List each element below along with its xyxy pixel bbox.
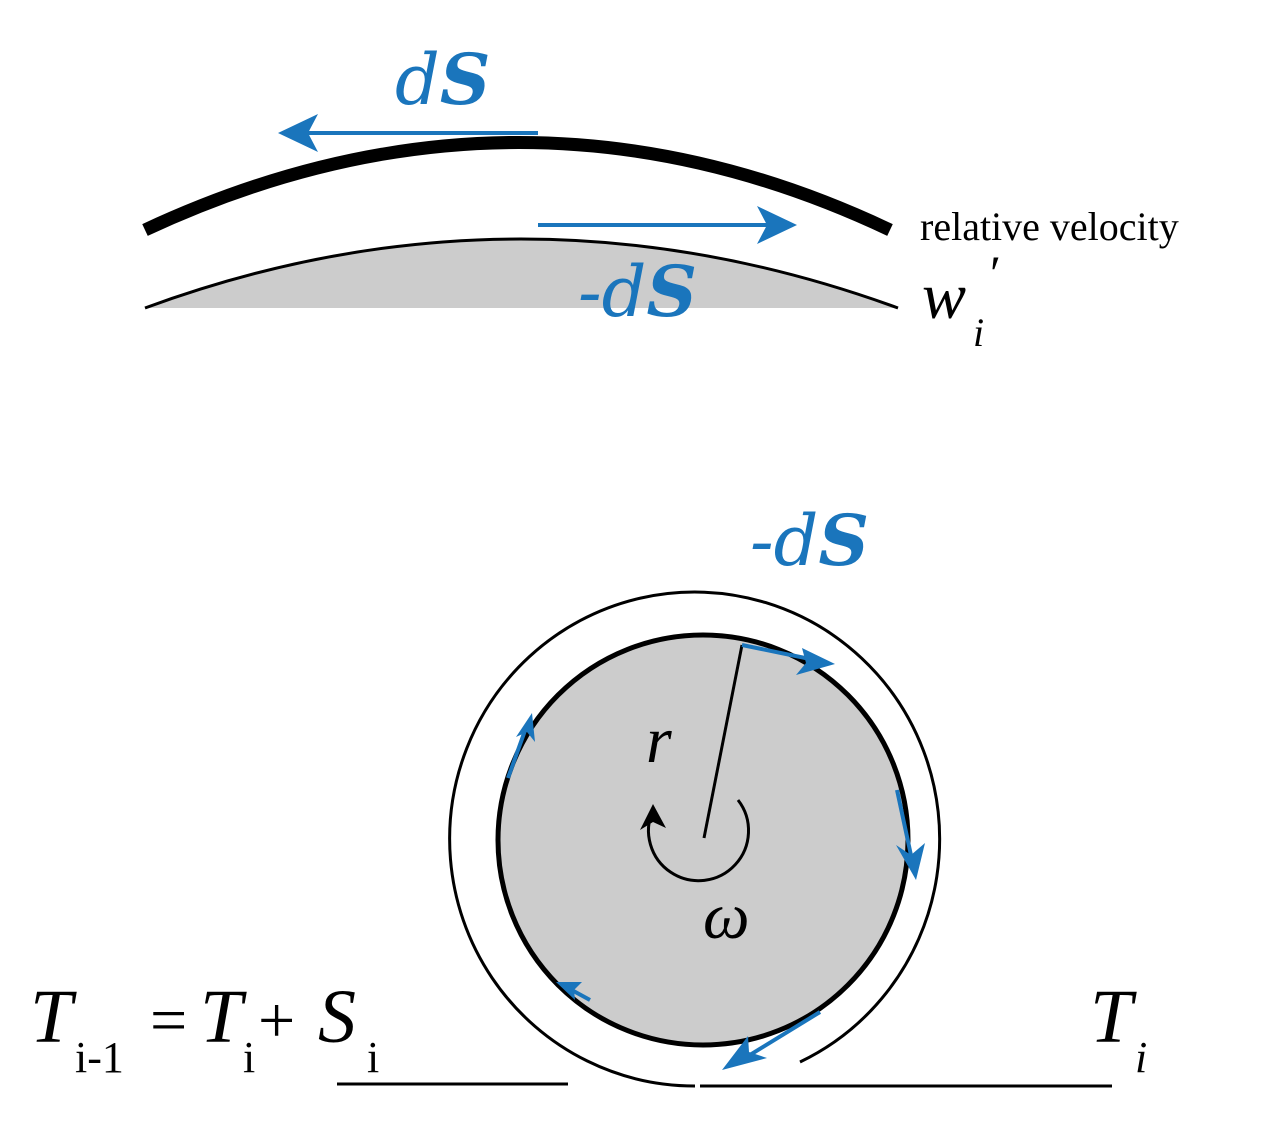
svg-text:i: i — [1135, 1033, 1147, 1082]
shear-head-left — [516, 713, 535, 742]
shear-head-bottom-left — [556, 982, 582, 1000]
svg-text:T: T — [30, 975, 77, 1059]
svg-text:T: T — [1090, 975, 1137, 1059]
shear-arrow-top-right — [741, 643, 816, 662]
belt-arc — [142, 136, 893, 236]
radius-line — [702, 644, 744, 839]
top-figure: dS -dS relative velocity w i ′ — [142, 38, 1179, 355]
left-equation: T i-1 = T i + S i — [30, 975, 379, 1082]
svg-text:T: T — [200, 975, 247, 1059]
w-sub: i — [973, 310, 984, 355]
rotation-arrowhead — [640, 804, 666, 830]
outer-belt-arc — [448, 590, 942, 1088]
svg-text:i: i — [367, 1033, 379, 1082]
shear-arrow-left — [506, 724, 529, 779]
ds-label: dS — [395, 38, 490, 121]
omega-label: ω — [703, 880, 750, 953]
w-prime: ′ — [990, 245, 1001, 301]
radius-label: r — [646, 704, 672, 777]
shear-arrowheads — [516, 648, 925, 1070]
w-label: w — [922, 260, 966, 333]
neg-ds-arrowhead — [757, 206, 797, 244]
shear-head-bottom-right — [722, 1036, 767, 1070]
shear-head-right — [896, 843, 925, 880]
svg-text:i: i — [243, 1033, 255, 1082]
shear-arrow-right — [895, 789, 914, 861]
svg-text:+: + — [258, 984, 295, 1057]
pulley-surface-arc — [144, 237, 899, 310]
svg-text:=: = — [150, 984, 187, 1057]
shear-arrow-bottom-right — [743, 1010, 822, 1060]
ds-arrowhead — [278, 114, 318, 152]
svg-text:S: S — [318, 975, 356, 1059]
relative-velocity-label: relative velocity — [920, 204, 1179, 249]
shear-head-top-right — [796, 648, 835, 675]
svg-text:i-1: i-1 — [75, 1033, 124, 1082]
neg-ds-label-bottom: -dS — [750, 499, 869, 582]
right-tension-label: T i — [1090, 975, 1147, 1082]
rotation-arc — [647, 799, 750, 883]
bottom-figure: -dS r ω T i-1 = T i + S i T i — [30, 499, 1147, 1088]
neg-ds-label: -dS — [578, 250, 697, 333]
